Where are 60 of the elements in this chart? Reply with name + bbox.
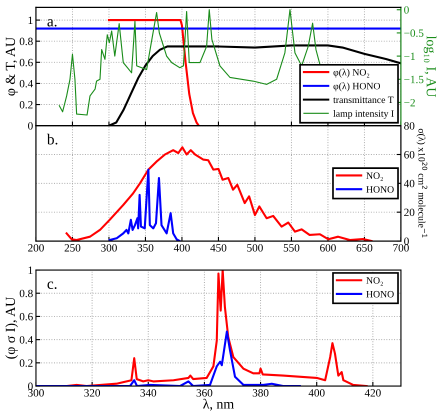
y-tick-label: 0.8	[20, 38, 33, 46]
x-tick-label: 550	[284, 244, 300, 252]
x-tick-label: 500	[247, 244, 263, 252]
y2-tick-label: 40	[404, 180, 414, 188]
y2-tick-label: 60	[404, 150, 414, 158]
legend-label: φ(λ) HONO	[333, 82, 380, 92]
x-tick-label: 600	[320, 244, 336, 252]
annotation: a.	[47, 19, 57, 27]
y-tick-label: 0.4	[20, 336, 34, 344]
y2-tick-label: −0.5	[404, 29, 424, 37]
x-tick-label: 320	[84, 389, 100, 397]
line-series	[108, 19, 200, 126]
y2-tick-label: −2	[404, 98, 415, 106]
x-tick-label: 340	[140, 389, 156, 397]
y2-tick-label: −1.5	[404, 76, 424, 84]
x-tick-label: 400	[308, 389, 325, 397]
x-tick-label: 300	[101, 244, 117, 252]
y2-axis-title: σ(λ) x10$^{20}$ cm$^{2}$ molecule$^{−1}$	[416, 128, 428, 238]
x-tick-label: 250	[64, 244, 80, 252]
y-tick-label: 0.6	[20, 58, 33, 66]
legend-label: NO₂	[366, 172, 383, 181]
x-tick-label: 450	[210, 244, 226, 252]
x-axis-title: λ, nm	[203, 398, 234, 411]
y2-axis-title: log₁₀ I, AU	[424, 36, 436, 98]
x-tick-label: 350	[138, 244, 154, 252]
annotation: c.	[47, 282, 57, 289]
line-series	[108, 168, 181, 242]
x-tick-label: 360	[196, 389, 212, 397]
line-series	[36, 330, 301, 386]
y-tick-label: 1	[28, 266, 33, 274]
y2-tick-label: 20	[404, 208, 414, 216]
y-tick-label: 0	[28, 382, 33, 390]
y2-tick-label: 0	[404, 237, 409, 245]
x-tick-label: 400	[174, 244, 190, 252]
legend-label: lamp intensity I	[333, 110, 394, 119]
y-axis-title: (φ σ I), AU	[5, 297, 18, 359]
y2-tick-label: −1	[404, 52, 415, 60]
legend-label: HONO	[366, 186, 394, 193]
x-tick-label: 420	[364, 389, 381, 397]
legend-label: transmittance T	[333, 96, 394, 104]
x-tick-label: 650	[356, 244, 372, 252]
line-series	[58, 9, 320, 116]
y2-tick-label: 80	[404, 122, 414, 130]
x-tick-label: 200	[28, 244, 44, 252]
y-tick-label: 0.6	[20, 312, 33, 320]
text: NO₂	[366, 277, 383, 286]
y-tick-label: 0	[28, 122, 33, 130]
x-tick-label: 700	[393, 244, 409, 252]
y-tick-label: 0.2	[20, 101, 33, 109]
x-tick-label: 300	[28, 389, 44, 397]
x-tick-label: 380	[252, 389, 268, 397]
legend-label: φ(λ) NO₂	[333, 68, 370, 78]
y-axis-title: φ & T, AU	[6, 37, 18, 96]
y-tick-label: 0.4	[20, 80, 34, 88]
y-tick-label: 0.8	[20, 290, 33, 298]
y-tick-label: 1	[28, 16, 33, 24]
y-tick-label: 0.2	[20, 359, 33, 367]
annotation: b.	[46, 134, 58, 145]
text: HONO	[366, 290, 394, 298]
y2-tick-label: 0	[404, 6, 409, 14]
